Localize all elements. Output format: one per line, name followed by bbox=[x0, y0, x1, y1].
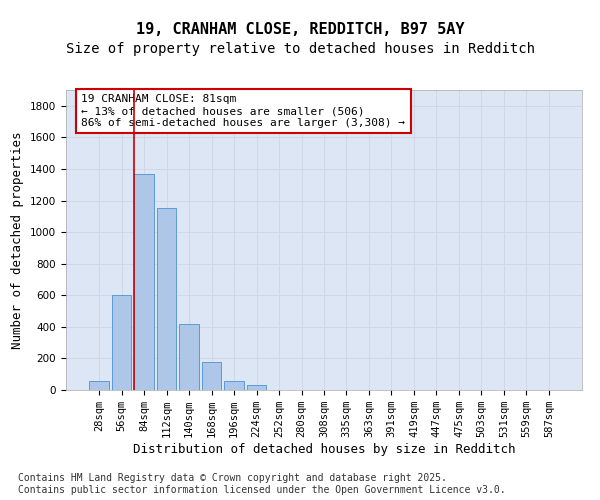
Text: Contains HM Land Registry data © Crown copyright and database right 2025.
Contai: Contains HM Land Registry data © Crown c… bbox=[18, 474, 506, 495]
X-axis label: Distribution of detached houses by size in Redditch: Distribution of detached houses by size … bbox=[133, 443, 515, 456]
Text: 19, CRANHAM CLOSE, REDDITCH, B97 5AY: 19, CRANHAM CLOSE, REDDITCH, B97 5AY bbox=[136, 22, 464, 38]
Bar bbox=[134, 174, 154, 390]
Bar bbox=[224, 380, 244, 390]
Bar bbox=[202, 362, 221, 390]
Bar bbox=[89, 380, 109, 390]
Y-axis label: Number of detached properties: Number of detached properties bbox=[11, 131, 25, 349]
Text: Size of property relative to detached houses in Redditch: Size of property relative to detached ho… bbox=[65, 42, 535, 56]
Text: 19 CRANHAM CLOSE: 81sqm
← 13% of detached houses are smaller (506)
86% of semi-d: 19 CRANHAM CLOSE: 81sqm ← 13% of detache… bbox=[82, 94, 406, 128]
Bar bbox=[179, 324, 199, 390]
Bar bbox=[247, 386, 266, 390]
Bar bbox=[157, 208, 176, 390]
Bar bbox=[112, 296, 131, 390]
